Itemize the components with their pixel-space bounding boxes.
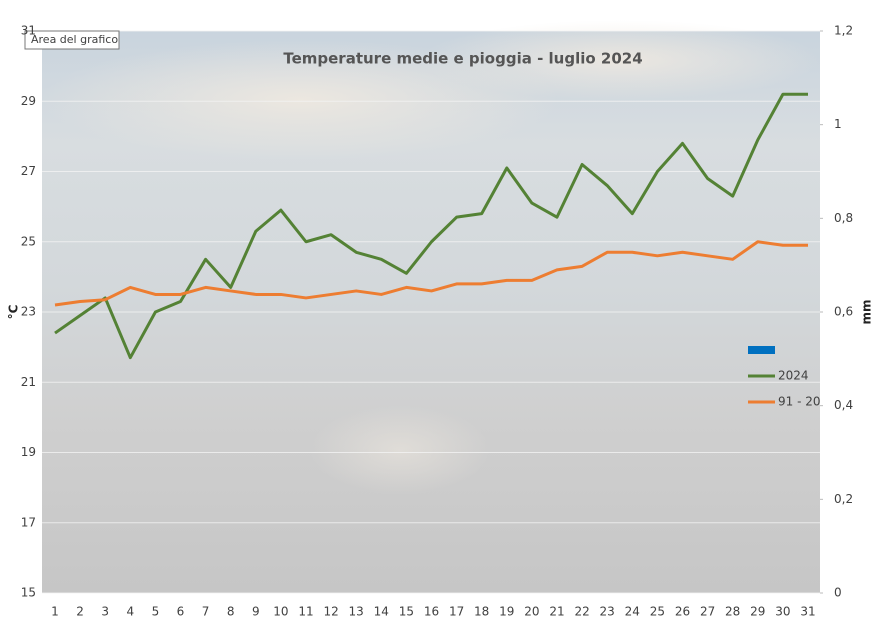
x-tick-label: 10 [273,605,288,619]
x-tick-label: 5 [152,605,160,619]
x-tick-label: 19 [499,605,514,619]
x-tick-label: 14 [374,605,389,619]
cloud [420,20,820,100]
tooltip: Area del grafico [31,33,118,46]
x-tick-label: 27 [700,605,715,619]
legend-swatch [748,346,775,354]
y-tick-label: 27 [21,164,36,178]
x-tick-label: 21 [549,605,564,619]
x-tick-label: 28 [725,605,740,619]
x-tick-label: 25 [650,605,665,619]
x-tick-label: 30 [775,605,790,619]
x-tick-label: 31 [800,605,815,619]
x-tick-label: 26 [675,605,690,619]
y2-axis-title: mm [860,299,874,324]
y2-tick-label: 0,4 [834,398,853,412]
cloud [310,405,490,495]
y2-tick-label: 0,8 [834,211,853,225]
legend-label: 91 - 20 [778,395,821,409]
x-tick-label: 7 [202,605,210,619]
x-tick-label: 18 [474,605,489,619]
x-tick-label: 22 [574,605,589,619]
x-tick-label: 2 [76,605,84,619]
y-tick-label: 31 [21,24,36,38]
grid [42,30,823,594]
x-tick-label: 4 [126,605,134,619]
x-tick-label: 23 [600,605,615,619]
x-tick-label: 9 [252,605,260,619]
y2-tick-label: 0,6 [834,305,853,319]
x-tick-label: 16 [424,605,439,619]
x-tick-label: 1 [51,605,59,619]
x-tick-label: 15 [399,605,414,619]
y-tick-label: 23 [21,305,36,319]
y2-tick-label: 1,2 [834,24,853,38]
x-tick-label: 11 [298,605,313,619]
x-tick-label: 13 [349,605,364,619]
tooltip-box [24,30,120,50]
x-tick-label: 8 [227,605,235,619]
y2-tick-label: 0 [834,586,842,600]
chart-title: Temperature medie e pioggia - luglio 202… [283,50,642,68]
x-tick-label: 24 [625,605,640,619]
y2-tick-label: 0,2 [834,492,853,506]
y-axis-title: °C [7,304,21,319]
y-tick-label: 21 [21,375,36,389]
marks [54,92,808,360]
x-tick-label: 20 [524,605,539,619]
x-tick-label: 17 [449,605,464,619]
line-series [54,92,808,360]
x-tick-label: 3 [101,605,109,619]
y-tick-label: 15 [21,586,36,600]
y-tick-label: 29 [21,94,36,108]
x-tick-label: 12 [323,605,338,619]
y2-tick-label: 1 [834,117,842,131]
x-tick-label: 6 [177,605,185,619]
y-tick-label: 25 [21,234,36,248]
y-tick-label: 17 [21,515,36,529]
line-series [54,240,808,307]
x-tick-label: 29 [750,605,765,619]
y-tick-label: 19 [21,445,36,459]
legend-label: 2024 [778,369,809,383]
